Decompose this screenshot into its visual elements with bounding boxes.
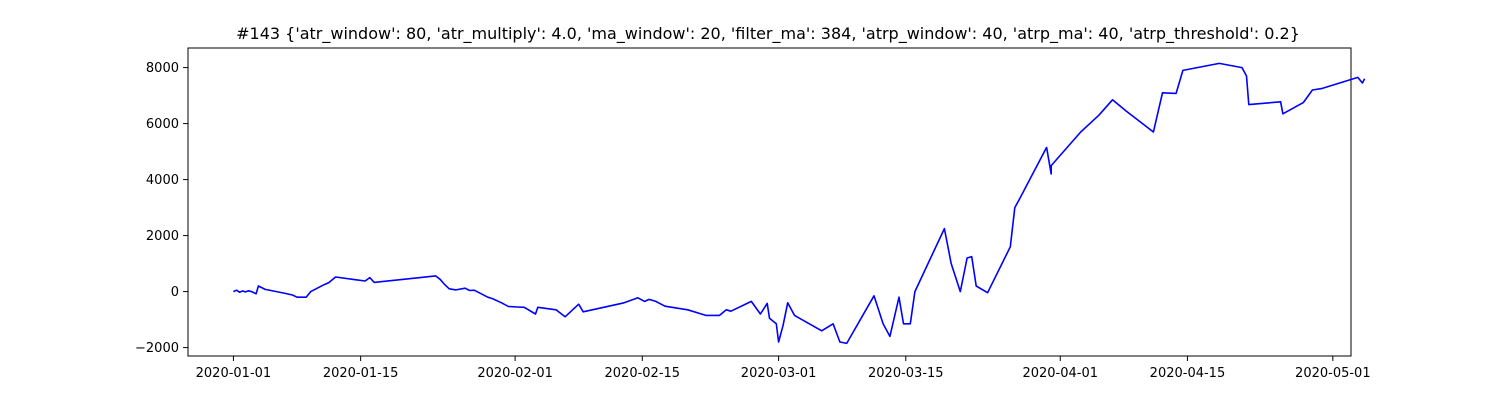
x-tick-label: 2020-05-01 bbox=[1295, 366, 1371, 381]
plot-frame bbox=[187, 47, 1352, 357]
y-tick-label: 6000 bbox=[146, 117, 179, 132]
y-axis: −2000 0 2000 4000 6000 8000 bbox=[135, 61, 188, 356]
x-tick-label: 2020-04-15 bbox=[1150, 366, 1226, 381]
x-tick-label: 2020-01-01 bbox=[196, 366, 272, 381]
y-tick-label: 4000 bbox=[146, 173, 179, 188]
x-tick-label: 2020-03-15 bbox=[868, 366, 944, 381]
chart-title: #143 {'atr_window': 80, 'atr_multiply': … bbox=[236, 24, 1300, 44]
series-line bbox=[233, 62, 1366, 345]
x-tick-label: 2020-02-15 bbox=[605, 366, 681, 381]
x-axis: 2020-01-01 2020-01-15 2020-02-01 2020-02-15… bbox=[196, 356, 1371, 381]
x-tick-label: 2020-02-01 bbox=[477, 366, 553, 381]
y-tick-label: 0 bbox=[171, 285, 179, 300]
y-tick-label: −2000 bbox=[135, 341, 179, 356]
x-tick-label: 2020-04-01 bbox=[1022, 366, 1098, 381]
x-tick-label: 2020-03-01 bbox=[741, 366, 817, 381]
x-tick-label: 2020-01-15 bbox=[323, 366, 399, 381]
y-tick-label: 8000 bbox=[146, 61, 179, 76]
y-tick-label: 2000 bbox=[146, 229, 179, 244]
